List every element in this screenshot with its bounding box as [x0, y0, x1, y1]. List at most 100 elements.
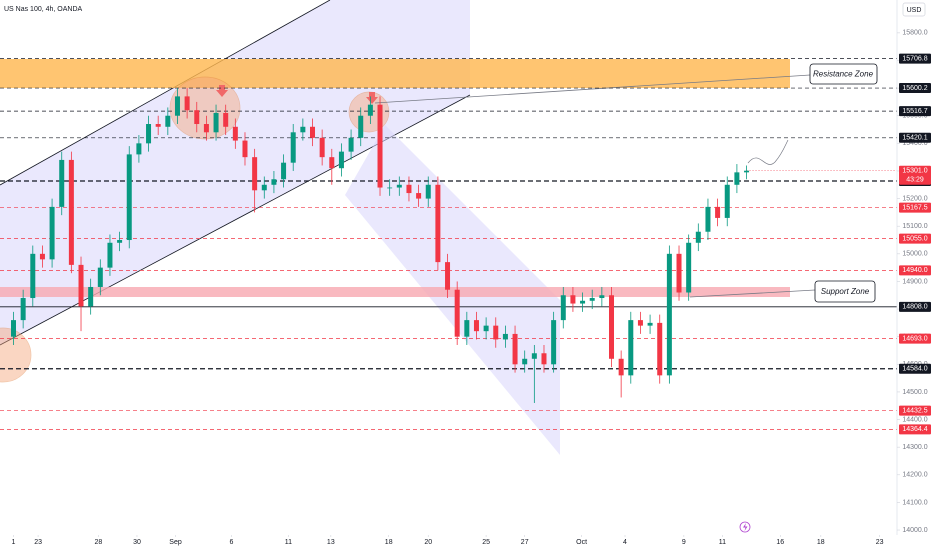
projection-path [747, 139, 789, 165]
annotation-box [814, 280, 876, 303]
arrow-down [366, 92, 378, 104]
x-tick-label: 16 [776, 539, 784, 546]
x-tick-label: 18 [385, 539, 393, 546]
candle-body [493, 325, 499, 340]
candle-body [744, 170, 750, 173]
candle-body [416, 193, 422, 199]
candle-body [541, 353, 547, 365]
candle-body [59, 159, 65, 207]
candle-body [213, 112, 219, 133]
level-box [899, 53, 931, 64]
y-tick-label: 14500.0 [902, 389, 927, 396]
level-box [899, 106, 931, 117]
level-label: 14584.0 [902, 366, 927, 373]
level-label: 15516.7 [902, 108, 927, 115]
x-tick-label: 28 [94, 539, 102, 546]
x-tick-label: 18 [817, 539, 825, 546]
highlight-circle [0, 327, 32, 383]
level-box [899, 424, 931, 435]
level-label: 15167.5 [902, 204, 927, 211]
candle-body [483, 325, 489, 332]
candle-body [310, 126, 316, 138]
level-box [899, 405, 931, 416]
candle-body [20, 298, 26, 321]
candle-body [329, 157, 335, 169]
x-tick-label: 4 [623, 539, 627, 546]
level-box [899, 132, 931, 143]
candle-body [49, 206, 55, 260]
x-tick-label: 23 [876, 539, 884, 546]
candle-body [589, 298, 595, 301]
candle-body [300, 126, 306, 133]
x-tick-label: Sep [169, 539, 182, 546]
candle-body [319, 137, 325, 158]
candle-body [165, 115, 171, 127]
x-tick-label: 11 [719, 539, 726, 546]
level-label: 15600.2 [902, 85, 927, 92]
candle-body [551, 320, 557, 365]
level-label: 14432.5 [902, 407, 927, 414]
candle-body [647, 322, 653, 326]
candle-body [666, 253, 672, 376]
level-label: 14808.0 [902, 304, 927, 311]
candle-body [560, 295, 566, 321]
candle-body [203, 124, 209, 133]
candle-body [11, 320, 17, 337]
candle-body [281, 162, 287, 180]
y-tick-label: 14300.0 [902, 444, 927, 451]
candle-body [609, 295, 615, 359]
level-box [899, 363, 931, 374]
callout-line [689, 289, 816, 298]
candle-body [473, 320, 479, 332]
level-label: 15706.8 [902, 55, 927, 62]
candle-body [464, 320, 470, 337]
currency-box[interactable] [902, 2, 926, 17]
y-tick-label: 15000.0 [902, 251, 927, 258]
level-box [899, 233, 931, 244]
candle-body [242, 140, 248, 158]
y-tick-label: 15800.0 [902, 30, 927, 37]
chart-title: US Nas 100, 4h, OANDA [4, 6, 83, 13]
axis: 14000.0 14100.0 14200.0 14300.0 14400.0 14500… [12, 30, 931, 546]
x-tick-label: 9 [682, 539, 686, 546]
candle-body [628, 320, 634, 376]
candle-body [30, 253, 36, 299]
candle-body [367, 104, 373, 116]
alert-bolt [743, 523, 748, 531]
candle-body [445, 262, 451, 290]
candle-body [618, 358, 624, 376]
candle-body [724, 184, 730, 218]
level-box [899, 202, 931, 213]
x-tick-label: 20 [424, 539, 432, 546]
alert-icon[interactable] [739, 521, 751, 533]
candle-body [290, 132, 296, 163]
x-tick-label: Oct [576, 539, 587, 546]
countdown: 43:29 [906, 177, 924, 184]
x-tick-label: 25 [482, 539, 490, 546]
x-tick-label: 6 [230, 539, 234, 546]
candle-body [570, 295, 576, 304]
x-tick-label: 13 [327, 539, 335, 546]
y-tick-label: 14200.0 [902, 472, 927, 479]
x-tick-label: 27 [521, 539, 529, 546]
candle-body [97, 267, 103, 287]
candle-body [338, 151, 344, 169]
x-tick-label: 1 [12, 539, 16, 546]
candle-body [705, 206, 711, 232]
candle-body [184, 96, 190, 111]
candle-body [406, 184, 412, 194]
candle-body [396, 184, 402, 188]
x-tick-label: 23 [34, 539, 42, 546]
last-price-box [899, 165, 931, 185]
candle-body [107, 242, 113, 268]
candle-body [637, 320, 643, 326]
drawings [0, 0, 816, 455]
candle-body [522, 358, 528, 365]
annotation-box [809, 63, 878, 85]
candle-body [387, 187, 393, 189]
level-box [899, 83, 931, 94]
level-box [899, 333, 931, 344]
candle-body [348, 137, 354, 152]
level-label: 15055.0 [902, 235, 927, 242]
y-tick-label: 15400.0 [902, 140, 927, 147]
